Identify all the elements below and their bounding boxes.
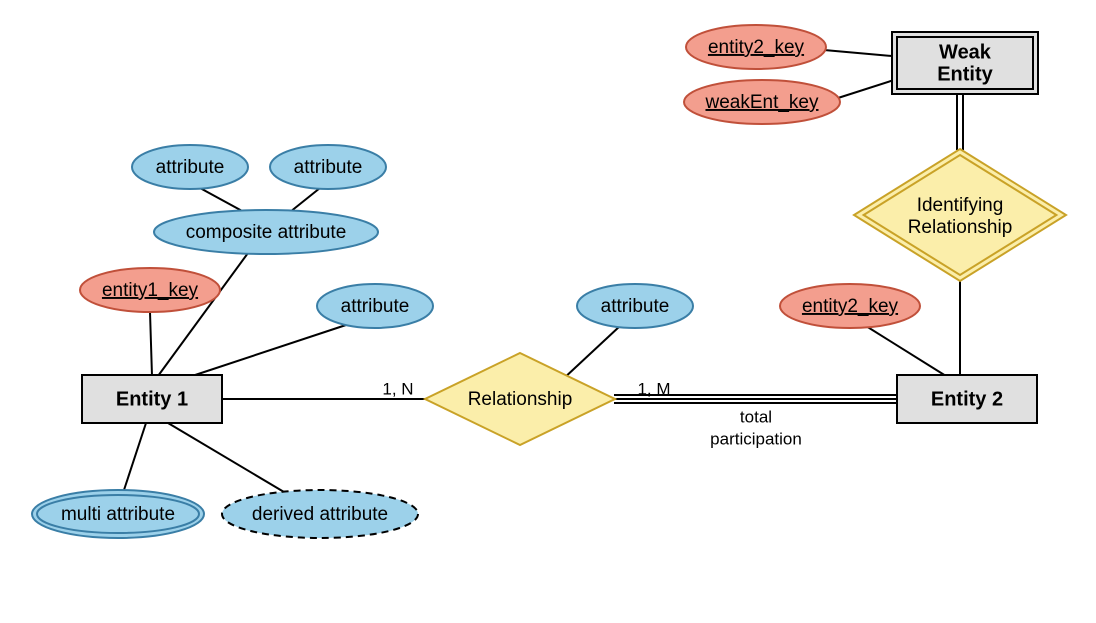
relationship-label: Relationship	[468, 389, 573, 410]
composite_attr-label: composite attribute	[186, 222, 347, 243]
attr_top_right-label: attribute	[294, 157, 363, 178]
entity2_key: entity2_key	[780, 284, 920, 328]
rel_attr: attribute	[577, 284, 693, 328]
attr_right-label: attribute	[341, 296, 410, 317]
entity2-label: Entity 2	[931, 388, 1003, 410]
derived_attr-label: derived attribute	[252, 504, 388, 525]
weak_e2_key-label: entity2_key	[708, 37, 805, 58]
multi_attr: multi attribute	[32, 490, 204, 538]
edge-label: total	[740, 407, 772, 426]
id_relationship-label-1: Identifying	[917, 195, 1004, 216]
weak_entity: WeakEntity	[892, 32, 1038, 94]
derived_attr: derived attribute	[222, 490, 418, 538]
edge-label: participation	[710, 429, 802, 448]
edge-label: 1, N	[382, 379, 413, 398]
multi_attr-label: multi attribute	[61, 504, 175, 525]
entity1: Entity 1	[82, 375, 222, 423]
composite_attr: composite attribute	[154, 210, 378, 254]
attr_right: attribute	[317, 284, 433, 328]
entity1-label: Entity 1	[116, 388, 188, 410]
entity2_key-label: entity2_key	[802, 296, 899, 317]
attr_top_left-label: attribute	[156, 157, 225, 178]
weak_entity-label-1: Weak	[939, 41, 992, 63]
attr_top_right: attribute	[270, 145, 386, 189]
weakent_key-label: weakEnt_key	[704, 92, 819, 113]
weak_entity-label-2: Entity	[937, 63, 993, 85]
entity1_key: entity1_key	[80, 268, 220, 312]
weakent_key: weakEnt_key	[684, 80, 840, 124]
id_relationship-label-2: Relationship	[908, 217, 1013, 238]
entity1_key-label: entity1_key	[102, 280, 199, 301]
weak_e2_key: entity2_key	[686, 25, 826, 69]
edge-label: 1, M	[637, 379, 670, 398]
rel_attr-label: attribute	[601, 296, 670, 317]
entity2: Entity 2	[897, 375, 1037, 423]
attr_top_left: attribute	[132, 145, 248, 189]
